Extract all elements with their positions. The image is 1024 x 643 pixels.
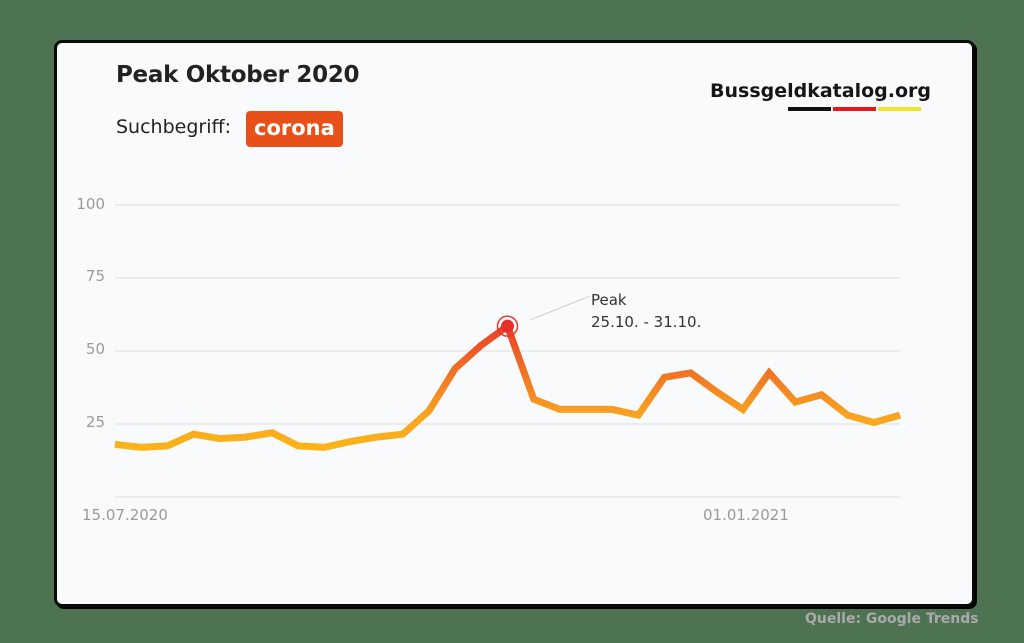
gridlines	[115, 204, 900, 498]
x-tick-2021: 01.01.2021	[703, 506, 789, 524]
peak-range: 25.10. - 31.10.	[591, 313, 702, 331]
data-line	[114, 320, 901, 451]
peak-marker-icon	[501, 319, 514, 333]
annotation-leader	[529, 295, 591, 321]
flag-stripe-gold	[878, 107, 921, 111]
brand-logo: Bussgeldkatalog.org	[710, 80, 931, 102]
peak-ring-icon	[496, 315, 519, 337]
chart-card	[54, 40, 975, 607]
y-tick-75: 75	[85, 267, 105, 285]
y-tick-100: 100	[76, 195, 105, 213]
y-tick-25: 25	[85, 413, 105, 431]
flag-stripe-black	[788, 107, 831, 111]
search-label: Suchbegriff:	[116, 116, 231, 138]
peak-annotation: Peak 25.10. - 31.10.	[591, 289, 701, 333]
flag-stripe-red	[833, 107, 876, 111]
y-tick-50: 50	[85, 340, 105, 358]
search-term-badge: corona	[246, 111, 343, 147]
x-tick-start: 15.07.2020	[82, 506, 168, 524]
peak-label: Peak	[591, 291, 627, 309]
source-credit: Quelle: Google Trends	[805, 611, 979, 627]
chart-title: Peak Oktober 2020	[116, 62, 360, 88]
